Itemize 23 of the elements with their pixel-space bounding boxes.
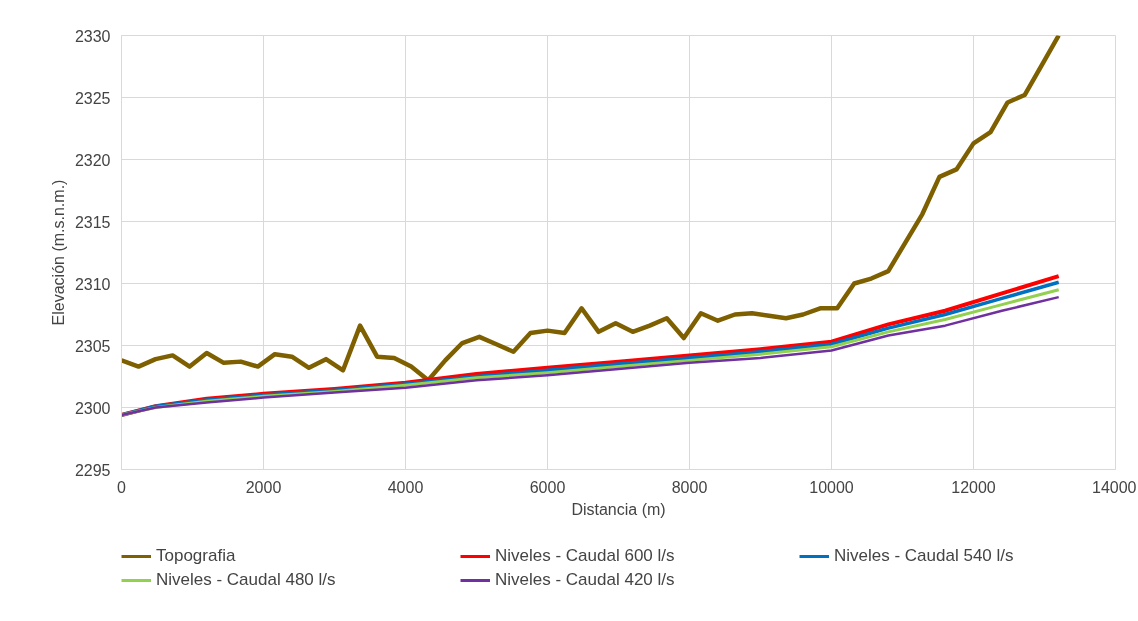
x-tick-label: 10000 [809,478,854,496]
x-axis-title: Distancia (m) [571,500,666,518]
y-tick-label: 2320 [74,151,111,169]
legend-label: Niveles - Caudal 600 l/s [495,546,676,566]
y-tick-label: 2310 [74,275,111,293]
legend-label: Niveles - Caudal 420 l/s [495,570,676,590]
x-tick-label: 12000 [951,478,996,496]
y-tick-label: 2330 [74,27,111,45]
legend-label: Niveles - Caudal 540 l/s [834,546,1015,566]
x-tick-label: 6000 [529,478,566,496]
y-tick-label: 2305 [74,337,111,355]
legend-label: Niveles - Caudal 480 l/s [156,570,337,590]
y-axis-title: Elevación (m.s.n.m.) [49,179,67,326]
y-tick-label: 2295 [74,461,111,479]
x-tick-label: 4000 [387,478,424,496]
y-tick-label: 2300 [74,399,111,417]
x-tick-label: 8000 [671,478,708,496]
x-tick-label: 0 [117,478,127,496]
y-tick-label: 2325 [74,89,111,107]
y-tick-label: 2315 [74,213,111,231]
x-tick-label: 14000 [1092,478,1137,496]
x-tick-label: 2000 [245,478,282,496]
legend-label: Topografia [156,546,237,566]
